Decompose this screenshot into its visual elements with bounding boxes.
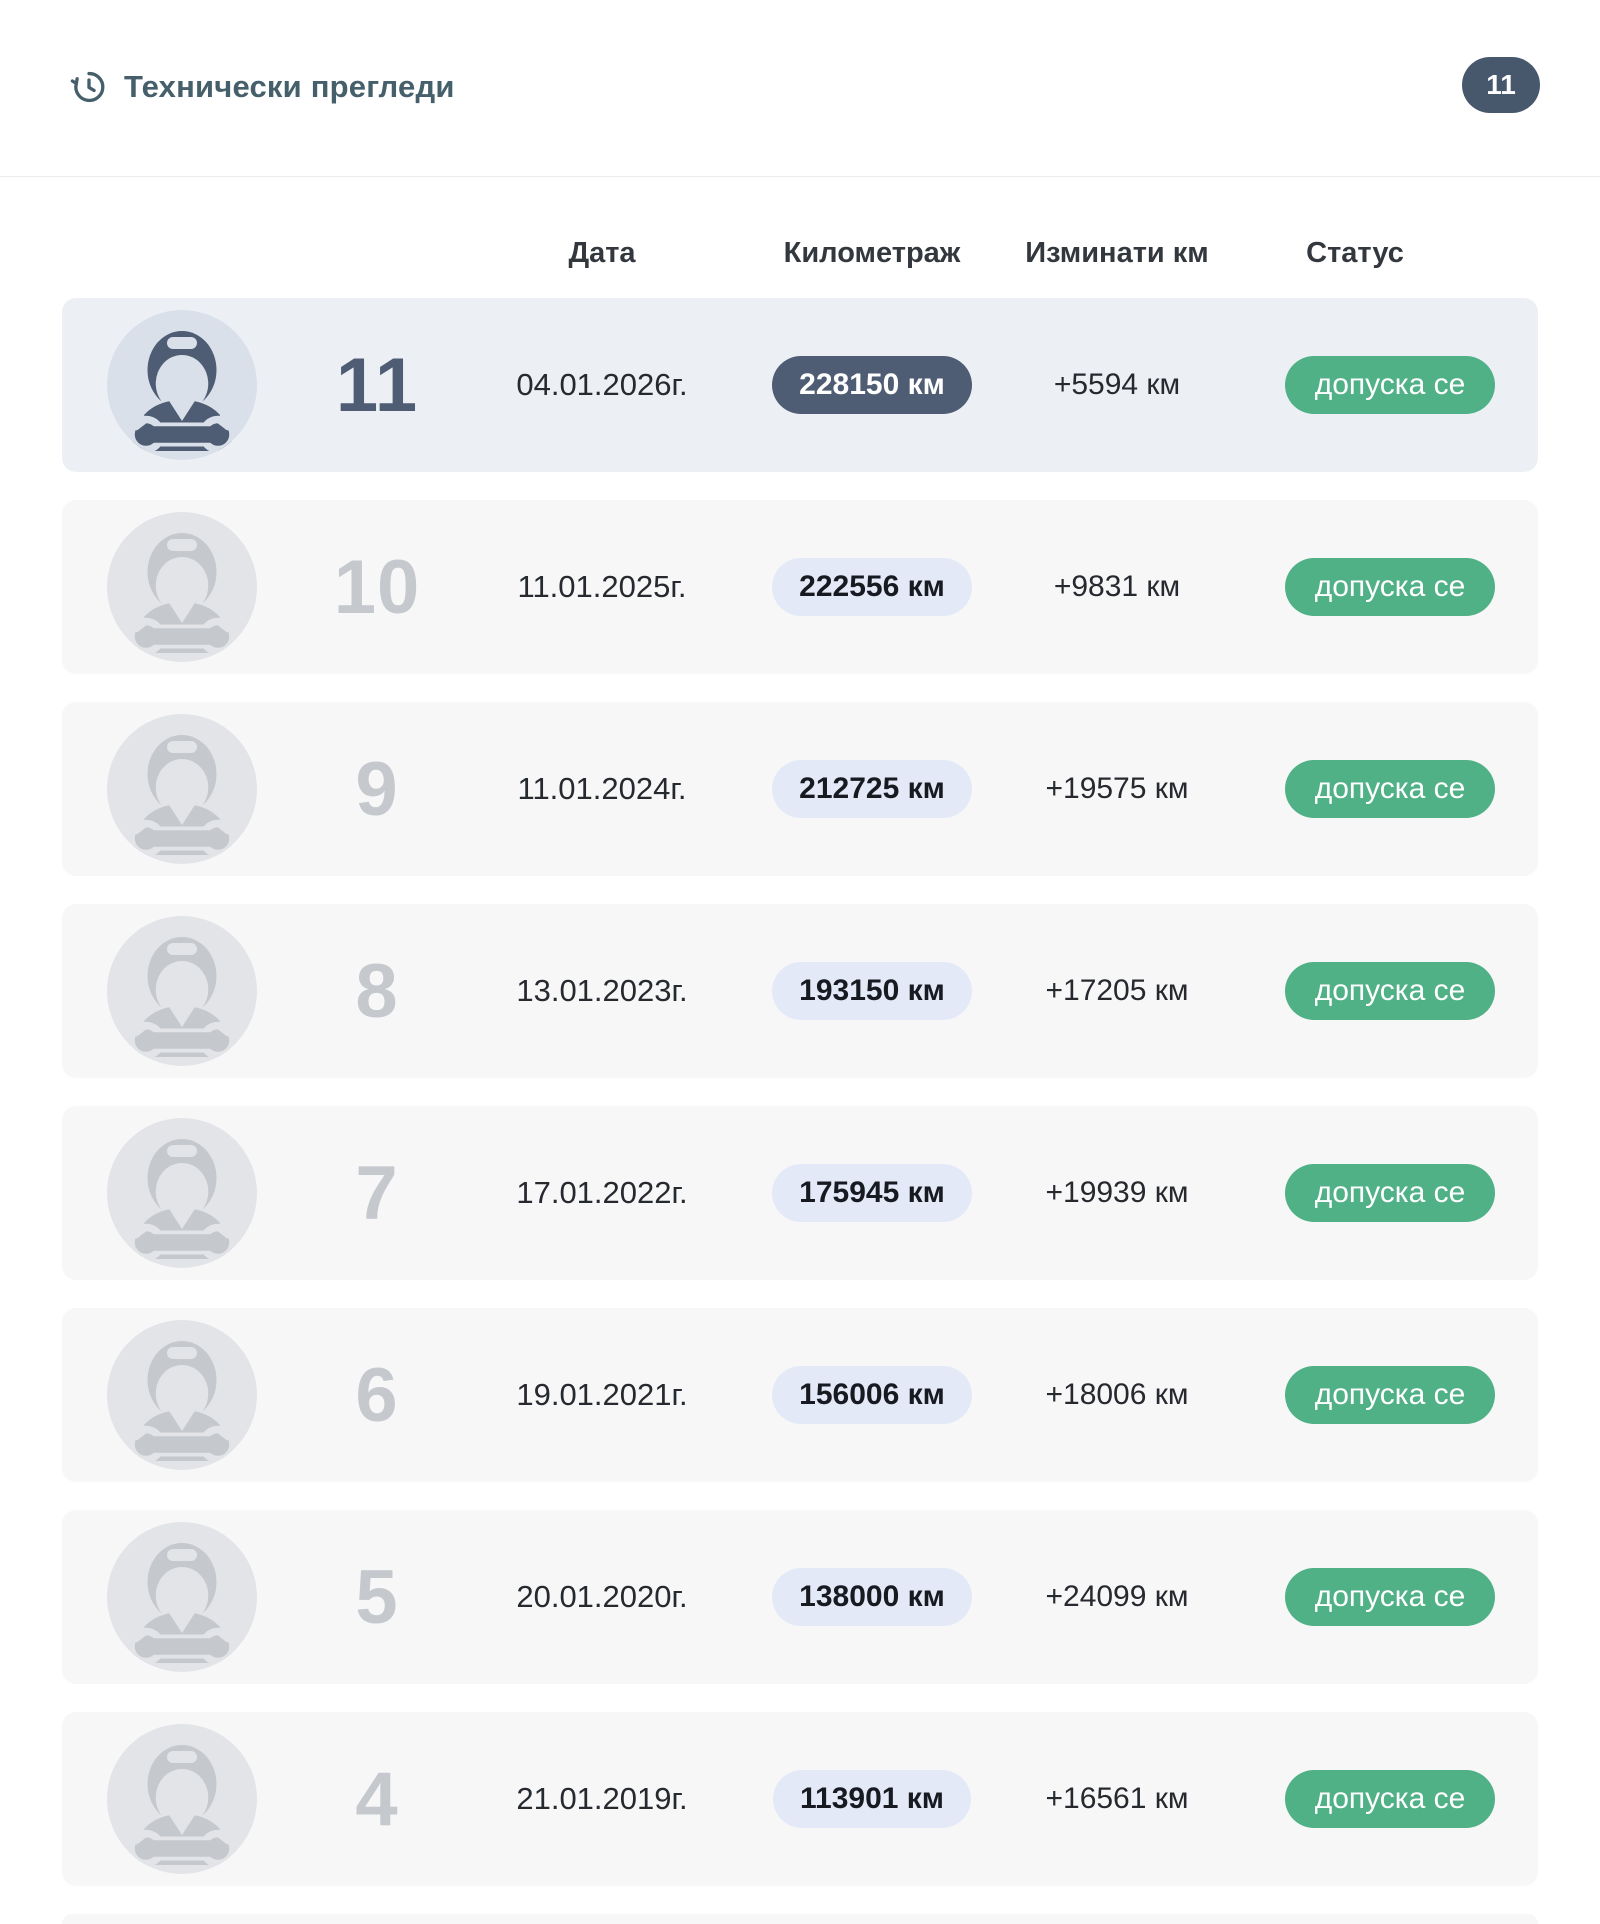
history-icon [70,68,108,106]
mechanic-avatar-icon [107,310,257,460]
inspection-number: 8 [355,948,399,1034]
status-badge: допуска се [1284,760,1496,818]
odometer-badge: 156006 км [772,1366,972,1424]
mechanic-avatar-icon [107,1724,257,1874]
inspection-date: 17.01.2022г. [516,1175,688,1210]
inspection-number: 4 [355,1756,399,1842]
odometer-badge: 193150 км [772,962,972,1020]
inspection-row: 6 19.01.2021г. 156006 км +18006 км допус… [62,1308,1538,1482]
next-row-partial [62,1914,1538,1924]
inspections-count-badge: 11 [1462,57,1540,113]
odometer-badge: 222556 км [772,558,972,616]
inspection-number: 11 [335,342,419,428]
traveled-km: +16561 км [1045,1782,1189,1815]
inspection-row: 5 20.01.2020г. 138000 км +24099 км допус… [62,1510,1538,1684]
mechanic-avatar-icon [107,512,257,662]
inspection-number: 10 [333,544,421,630]
mechanic-avatar-icon [107,1118,257,1268]
traveled-km: +5594 км [1053,368,1181,401]
table-column-headers: Дата Километраж Изминати км Статус [62,177,1538,298]
traveled-km: +19575 км [1045,772,1189,805]
traveled-km: +24099 км [1045,1580,1189,1613]
inspection-row: 10 11.01.2025г. 222556 км +9831 км допус… [62,500,1538,674]
mechanic-avatar-icon [107,1320,257,1470]
inspection-list: 11 04.01.2026г. 228150 км +5594 км допус… [62,298,1538,1886]
odometer-badge: 113901 км [773,1770,971,1828]
inspections-section-header[interactable]: Технически прегледи 11 [0,0,1600,177]
traveled-km: +17205 км [1045,974,1189,1007]
odometer-badge: 228150 км [772,356,972,414]
mechanic-avatar-icon [107,1522,257,1672]
odometer-badge: 138000 км [772,1568,972,1626]
column-header-status: Статус [1306,237,1404,269]
inspection-row: 8 13.01.2023г. 193150 км +17205 км допус… [62,904,1538,1078]
inspection-number: 5 [355,1554,399,1640]
inspection-row: 7 17.01.2022г. 175945 км +19939 км допус… [62,1106,1538,1280]
column-header-date: Дата [568,237,636,269]
section-title: Технически прегледи [124,69,455,104]
traveled-km: +9831 км [1053,570,1181,603]
inspection-row: 9 11.01.2024г. 212725 км +19575 км допус… [62,702,1538,876]
odometer-badge: 212725 км [772,760,972,818]
inspection-date: 19.01.2021г. [516,1377,688,1412]
traveled-km: +18006 км [1045,1378,1189,1411]
inspection-date: 13.01.2023г. [516,973,688,1008]
inspection-row: 4 21.01.2019г. 113901 км +16561 км допус… [62,1712,1538,1886]
odometer-badge: 175945 км [772,1164,972,1222]
status-badge: допуска се [1284,1366,1496,1424]
status-badge: допуска се [1284,1568,1496,1626]
status-badge: допуска се [1284,962,1496,1020]
status-badge: допуска се [1284,1164,1496,1222]
inspection-number: 7 [355,1150,399,1236]
inspection-date: 11.01.2025г. [517,569,687,604]
inspection-number: 9 [355,746,399,832]
inspection-row: 11 04.01.2026г. 228150 км +5594 км допус… [62,298,1538,472]
mechanic-avatar-icon [107,714,257,864]
inspection-date: 11.01.2024г. [517,771,687,806]
column-header-odometer: Километраж [783,237,961,269]
status-badge: допуска се [1284,558,1496,616]
status-badge: допуска се [1284,356,1496,414]
inspection-number: 6 [355,1352,399,1438]
inspection-date: 04.01.2026г. [516,367,688,402]
traveled-km: +19939 км [1045,1176,1189,1209]
column-header-traveled: Изминати км [1025,237,1209,269]
inspection-date: 21.01.2019г. [516,1781,688,1816]
status-badge: допуска се [1284,1770,1496,1828]
mechanic-avatar-icon [107,916,257,1066]
inspection-date: 20.01.2020г. [516,1579,688,1614]
